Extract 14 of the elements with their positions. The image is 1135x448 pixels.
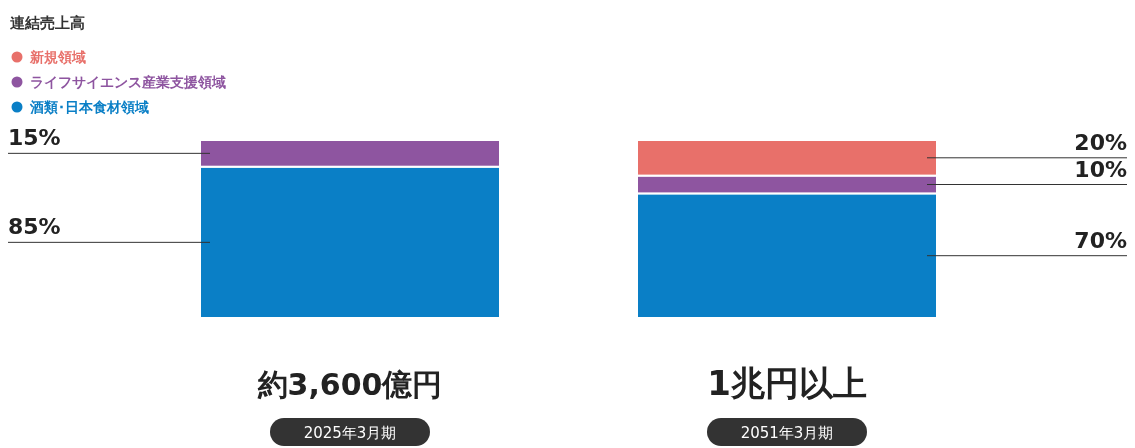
- legend-item: ライフサイエンス産業支援領域: [11, 74, 226, 90]
- data-label: 15%: [8, 125, 61, 151]
- legend-label: 新規領域: [29, 49, 86, 65]
- legend-item: 新規領域: [11, 49, 86, 65]
- text: 1兆円以上: [707, 363, 867, 403]
- data-label: 20%: [1074, 129, 1127, 155]
- data-label: 70%: [1074, 227, 1127, 253]
- text: 約3,600億円: [256, 367, 443, 402]
- x-tick-label: 2051年3月期: [740, 424, 834, 442]
- legend-item: 酒類･日本食材領域: [11, 99, 149, 115]
- data-label: 10%: [1074, 156, 1127, 182]
- chart-title: 連結売上高: [9, 14, 85, 32]
- x-tick-label: 2025年3月期: [303, 424, 397, 442]
- data-label: 85%: [8, 214, 61, 240]
